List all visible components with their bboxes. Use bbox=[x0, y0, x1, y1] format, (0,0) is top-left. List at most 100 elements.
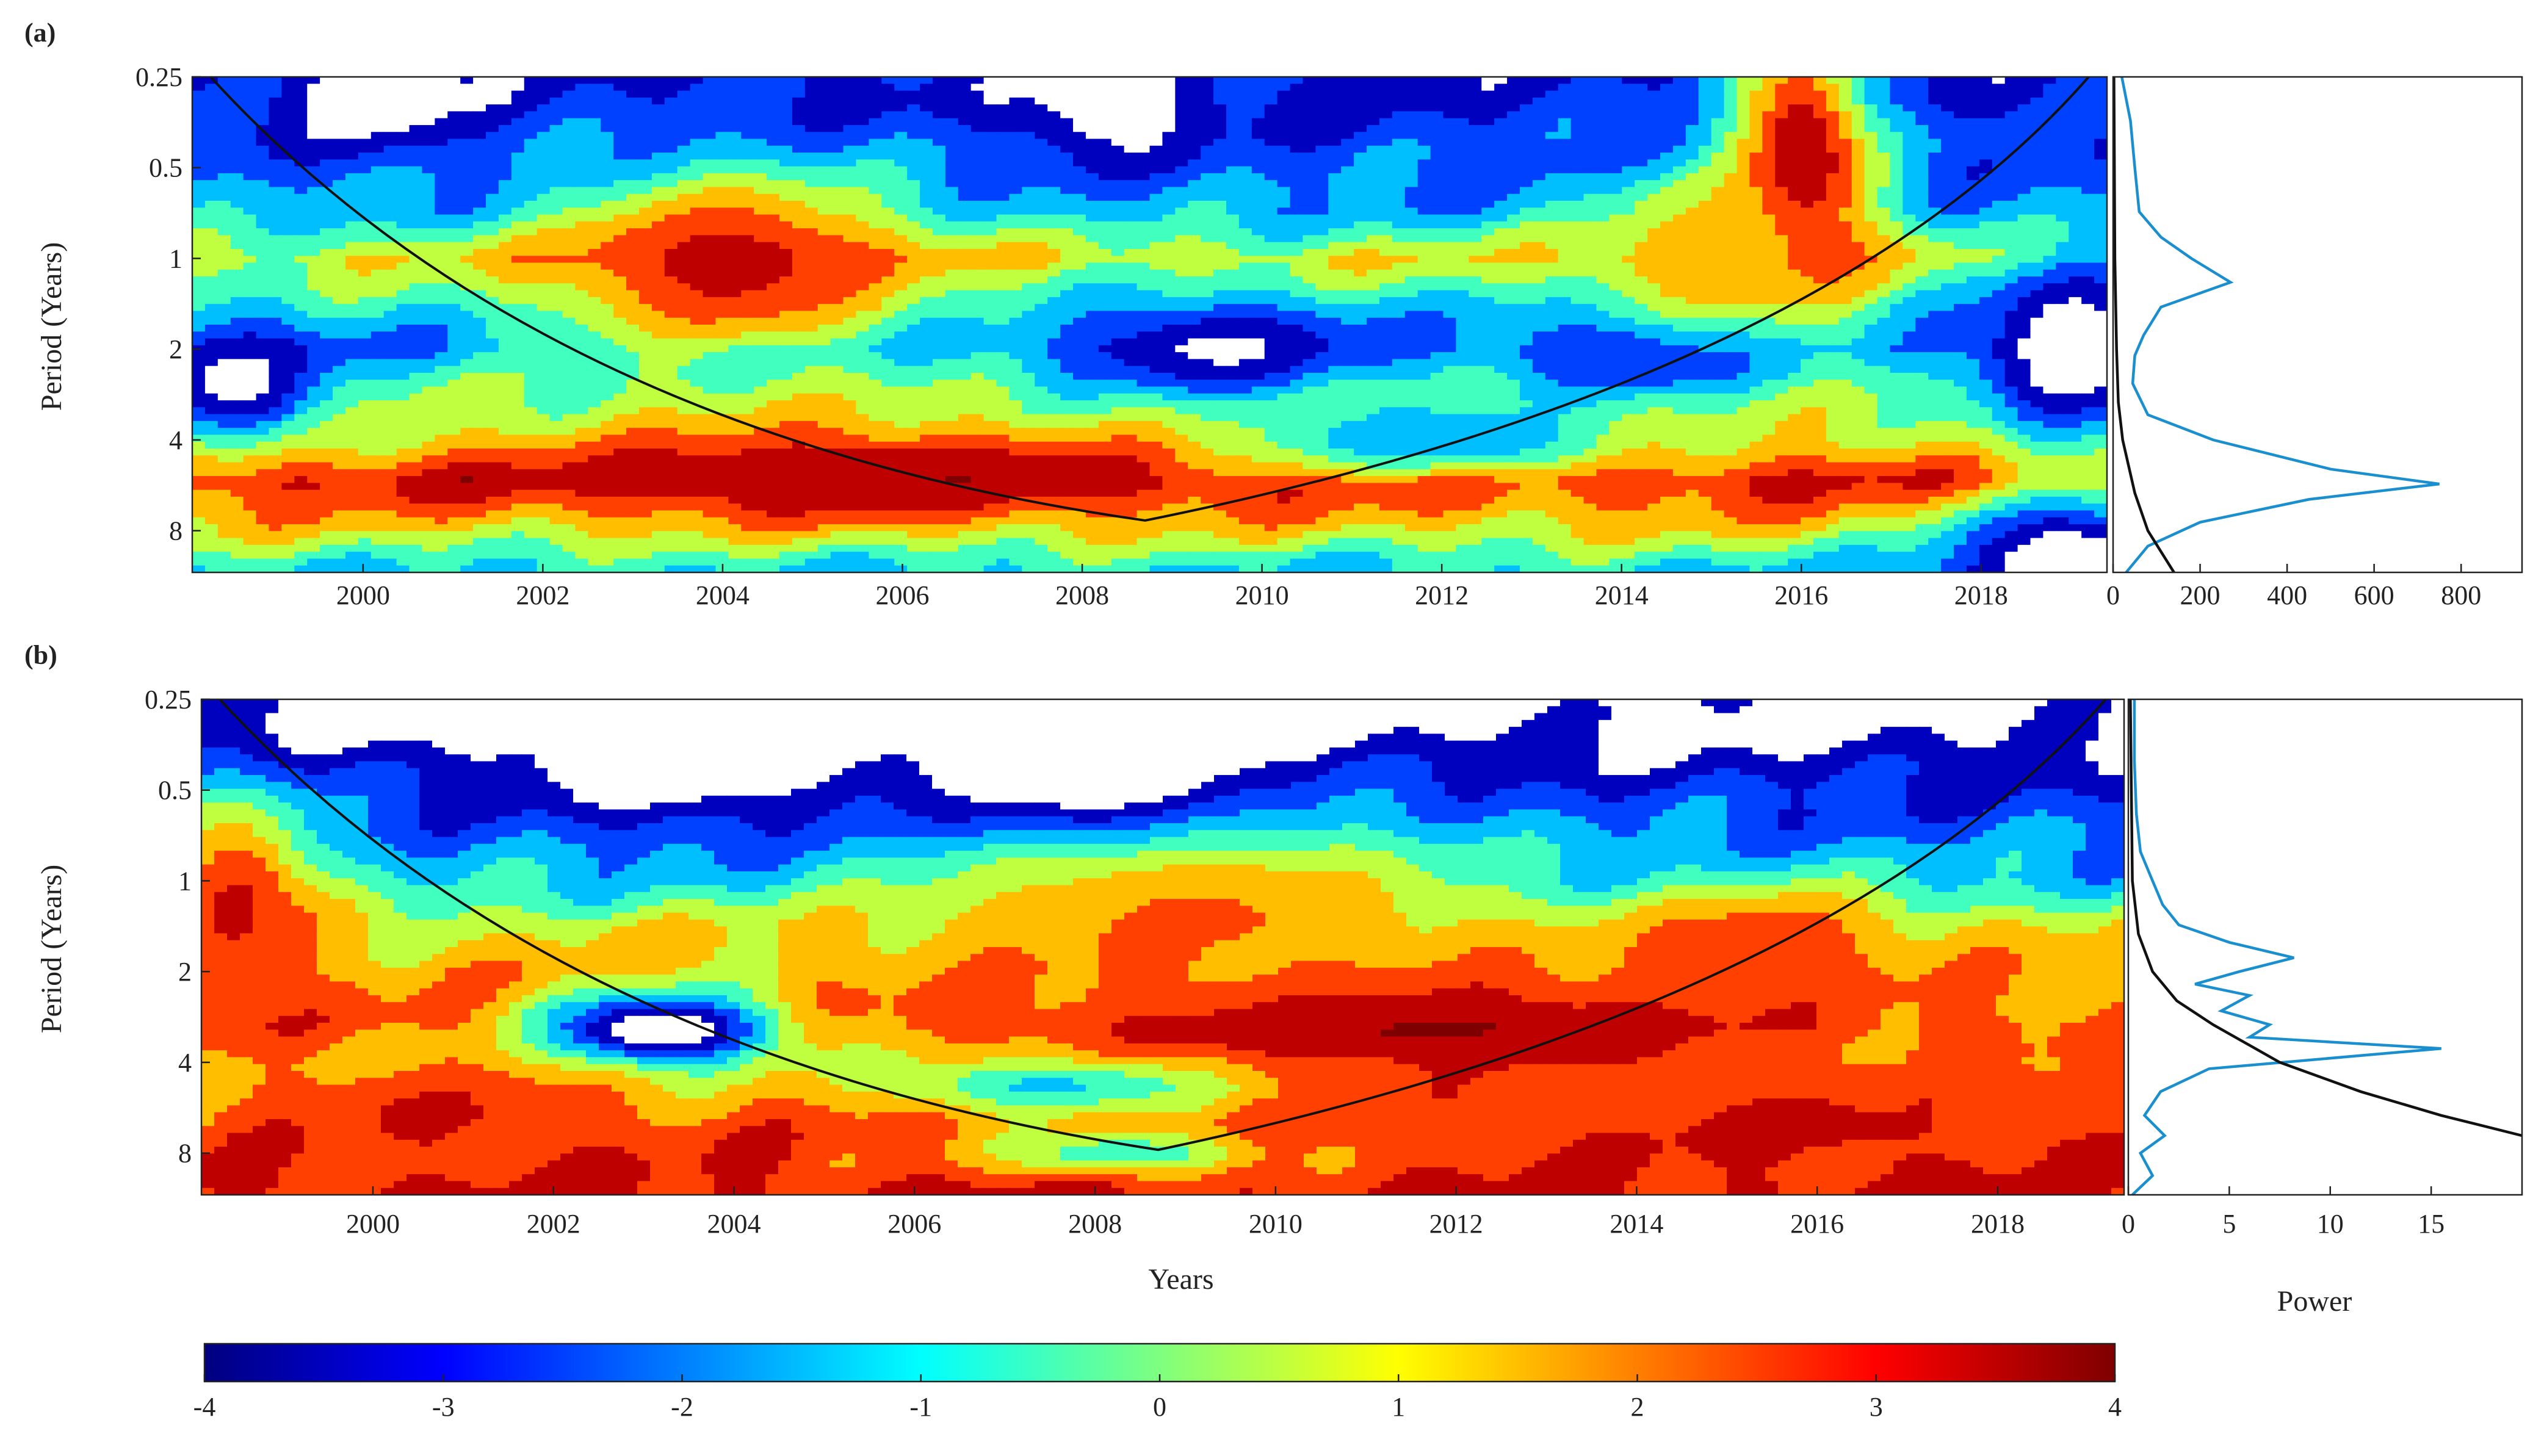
heatmap-cell bbox=[256, 111, 270, 119]
heatmap-cell bbox=[1035, 256, 1048, 264]
heatmap-cell bbox=[1341, 187, 1354, 195]
heatmap-cell bbox=[230, 228, 244, 236]
heatmap-cell bbox=[1775, 132, 1788, 140]
heatmap-cell bbox=[1226, 111, 1240, 119]
heatmap-cell bbox=[1903, 221, 1916, 229]
heatmap-cell bbox=[1609, 84, 1622, 92]
heatmap-cell bbox=[677, 242, 691, 250]
heatmap-cell bbox=[1941, 187, 1954, 195]
heatmap-cell bbox=[1175, 111, 1188, 119]
heatmap-cell bbox=[333, 256, 346, 264]
heatmap-cell bbox=[843, 97, 857, 105]
heatmap-cell bbox=[2004, 283, 2018, 291]
heatmap-cell bbox=[1532, 221, 1546, 229]
heatmap-cell bbox=[1111, 201, 1125, 208]
heatmap-cell bbox=[945, 269, 959, 277]
heatmap-cell bbox=[1545, 166, 1559, 174]
heatmap-cell bbox=[728, 276, 742, 284]
heatmap-cell bbox=[1532, 145, 1546, 153]
heatmap-cell bbox=[588, 104, 601, 112]
heatmap-cell bbox=[333, 248, 346, 256]
heatmap-cell bbox=[1073, 201, 1086, 208]
heatmap-cell bbox=[1583, 214, 1597, 222]
heatmap-cell bbox=[498, 276, 512, 284]
heatmap-cell bbox=[1469, 118, 1482, 126]
heatmap-cell bbox=[396, 90, 410, 98]
heatmap-cell bbox=[1379, 111, 1393, 119]
heatmap-cell bbox=[204, 201, 219, 208]
heatmap-cell bbox=[1890, 297, 1903, 305]
heatmap-cell bbox=[932, 139, 946, 146]
heatmap-cell bbox=[1417, 77, 1431, 84]
heatmap-cell bbox=[651, 283, 665, 291]
heatmap-cell bbox=[383, 104, 397, 112]
heatmap-cell bbox=[358, 145, 372, 153]
heatmap-cell bbox=[549, 262, 563, 270]
heatmap-cell bbox=[1175, 290, 1188, 298]
heatmap-cell bbox=[370, 304, 385, 312]
heatmap-cell bbox=[1928, 159, 1942, 167]
heatmap-cell bbox=[435, 84, 448, 92]
heatmap-cell bbox=[1711, 256, 1725, 264]
heatmap-cell bbox=[1149, 111, 1163, 119]
heatmap-cell bbox=[1660, 256, 1674, 264]
heatmap-cell bbox=[1788, 201, 1801, 208]
heatmap-cell bbox=[613, 228, 627, 236]
heatmap-cell bbox=[1954, 214, 1967, 222]
heatmap-cell bbox=[1073, 118, 1086, 126]
heatmap-cell bbox=[945, 221, 959, 229]
heatmap-cell bbox=[575, 207, 588, 215]
heatmap-cell bbox=[269, 173, 282, 181]
heatmap-cell bbox=[907, 153, 920, 160]
heatmap-cell bbox=[1583, 290, 1597, 298]
heatmap-cell bbox=[767, 276, 780, 284]
heatmap-cell bbox=[1532, 262, 1546, 270]
heatmap-cell bbox=[1264, 104, 1278, 112]
heatmap-cell bbox=[1532, 180, 1546, 188]
heatmap-cell bbox=[996, 248, 1010, 256]
heatmap-cell bbox=[907, 111, 920, 119]
heatmap-cell bbox=[1749, 214, 1763, 222]
heatmap-cell bbox=[370, 139, 385, 146]
heatmap-cell bbox=[1098, 111, 1112, 119]
heatmap-cell bbox=[1494, 207, 1508, 215]
heatmap-cell bbox=[2056, 283, 2069, 291]
heatmap-cell bbox=[460, 256, 474, 264]
heatmap-cell bbox=[498, 145, 512, 153]
heatmap-cell bbox=[1035, 84, 1048, 92]
heatmap-cell bbox=[447, 256, 461, 264]
heatmap-cell bbox=[1264, 207, 1278, 215]
heatmap-cell bbox=[524, 207, 538, 215]
heatmap-cell bbox=[1698, 290, 1712, 298]
heatmap-cell bbox=[932, 276, 946, 284]
heatmap-cell bbox=[613, 173, 627, 181]
heatmap-cell bbox=[1903, 84, 1916, 92]
heatmap-cell bbox=[562, 276, 576, 284]
heatmap-cell bbox=[243, 153, 257, 160]
heatmap-cell bbox=[2043, 166, 2056, 174]
heatmap-cell bbox=[1494, 187, 1508, 195]
heatmap-cell bbox=[1073, 221, 1086, 229]
heatmap-cell bbox=[1149, 124, 1163, 132]
heatmap-cell bbox=[281, 269, 295, 277]
heatmap-cell bbox=[1660, 90, 1674, 98]
heatmap-cell bbox=[230, 221, 244, 229]
heatmap-cell bbox=[1979, 201, 1993, 208]
heatmap-cell bbox=[2043, 153, 2056, 160]
heatmap-cell bbox=[715, 173, 729, 181]
heatmap-cell bbox=[269, 221, 282, 229]
heatmap-cell bbox=[1047, 242, 1061, 250]
heatmap-cell bbox=[1711, 173, 1725, 181]
heatmap-cell bbox=[779, 283, 793, 291]
heatmap-cell bbox=[1545, 290, 1559, 298]
heatmap-cell bbox=[1890, 221, 1903, 229]
heatmap-cell bbox=[1813, 84, 1827, 92]
heatmap-cell bbox=[664, 214, 678, 222]
heatmap-cell bbox=[1085, 166, 1099, 174]
heatmap-cell bbox=[1238, 269, 1252, 277]
heatmap-cell bbox=[1609, 77, 1622, 84]
heatmap-cell bbox=[498, 173, 512, 181]
heatmap-cell bbox=[1162, 90, 1176, 98]
heatmap-cell bbox=[294, 77, 308, 84]
heatmap-cell bbox=[996, 111, 1010, 119]
